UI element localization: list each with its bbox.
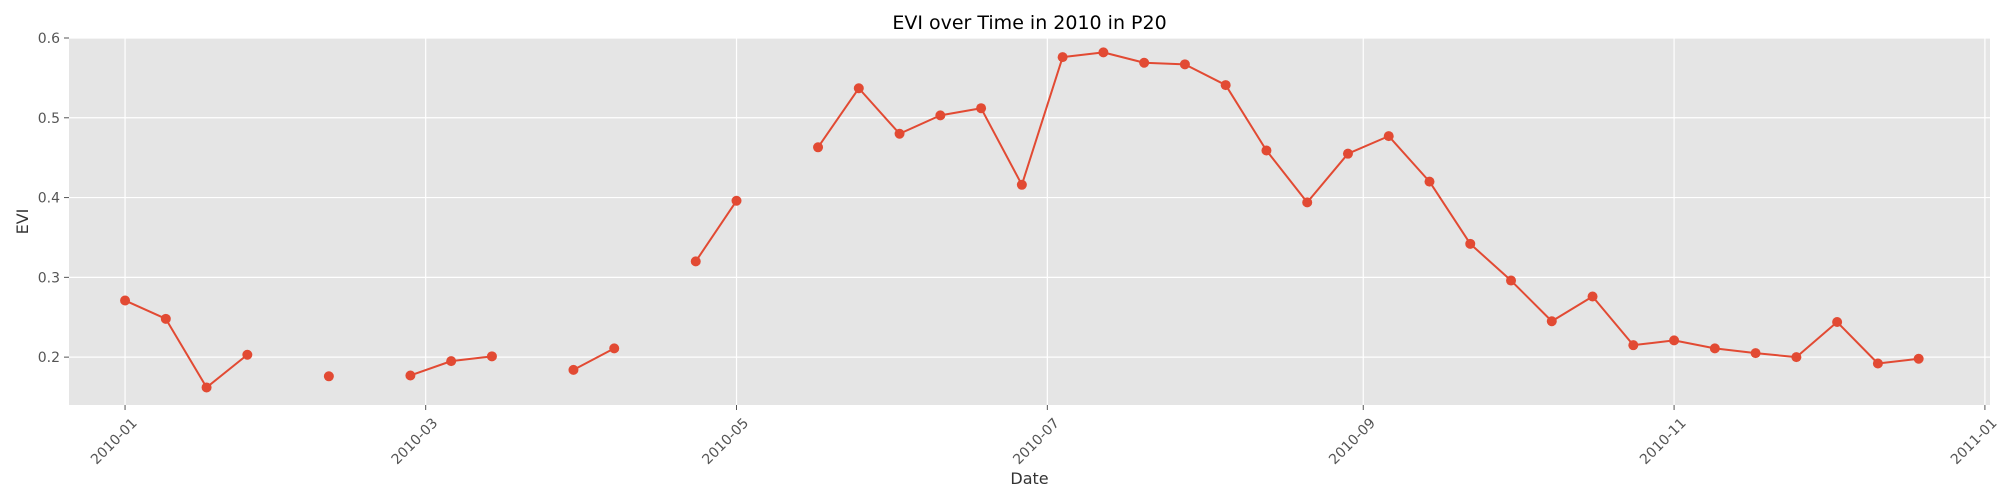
data-point (1832, 317, 1843, 328)
data-point (201, 382, 212, 393)
data-point (1342, 148, 1353, 159)
data-point (405, 370, 416, 381)
series-line-segment (572, 347, 615, 371)
data-point (242, 349, 253, 360)
y-tick-label: 0.4 (38, 191, 60, 207)
data-point (1098, 47, 1109, 58)
data-point (1261, 145, 1272, 156)
series-line-segment (817, 51, 1919, 365)
data-point (1587, 291, 1598, 302)
data-point (1546, 316, 1557, 327)
data-point (1179, 59, 1190, 70)
data-point (568, 364, 579, 375)
data-point (1383, 131, 1394, 142)
data-point (1709, 343, 1720, 354)
data-point (1913, 353, 1924, 364)
data-point (976, 103, 987, 114)
data-point (813, 142, 824, 153)
data-point (1628, 340, 1639, 351)
data-point (1016, 179, 1027, 190)
data-point (160, 313, 171, 324)
y-tick-label: 0.5 (38, 111, 60, 127)
x-axis-label: Date (1010, 469, 1048, 488)
chart-title: EVI over Time in 2010 in P20 (892, 12, 1166, 34)
series-line-segment (124, 299, 248, 389)
series-points (120, 47, 1924, 393)
y-tick-label: 0.6 (38, 31, 60, 47)
data-point (446, 356, 457, 367)
y-tick-label: 0.2 (38, 350, 60, 366)
data-point (1872, 358, 1883, 369)
data-point (894, 128, 905, 139)
y-axis-label: EVI (13, 209, 32, 235)
data-point (323, 371, 334, 382)
data-point (1750, 348, 1761, 359)
data-point (1424, 176, 1435, 187)
data-point (609, 343, 620, 354)
series-lines (124, 51, 1919, 389)
data-point (1669, 335, 1680, 346)
data-point (120, 295, 131, 306)
data-point (486, 351, 497, 362)
data-point (731, 195, 742, 206)
plot-area (69, 38, 1990, 405)
data-point (1302, 197, 1313, 208)
data-point (1465, 238, 1476, 249)
data-point (1791, 352, 1802, 363)
data-point (935, 110, 946, 121)
data-point (1139, 57, 1150, 68)
y-tick-label: 0.3 (38, 270, 60, 286)
data-point (1220, 80, 1231, 91)
data-point (853, 83, 864, 94)
data-point (690, 256, 701, 267)
data-point (1057, 52, 1068, 63)
data-point (1506, 275, 1517, 286)
series-line-segment (694, 200, 738, 262)
